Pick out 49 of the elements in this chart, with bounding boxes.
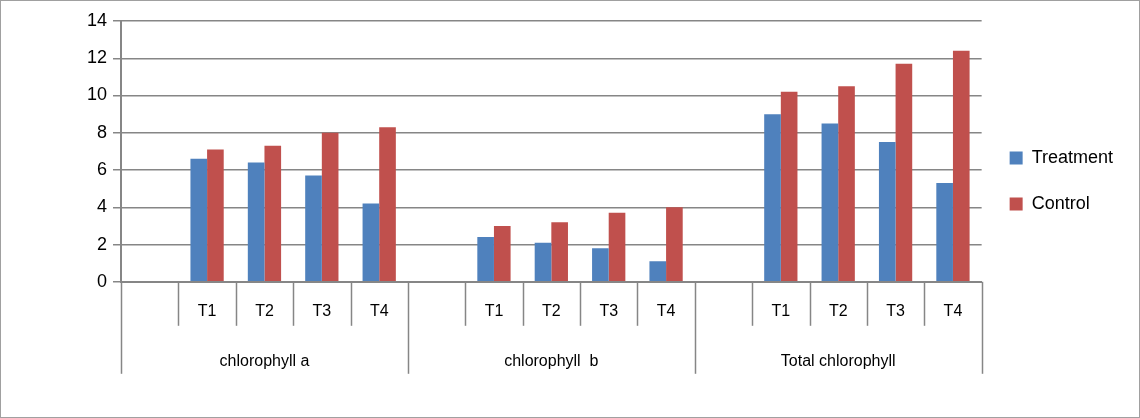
y-tick-label: 8 bbox=[97, 121, 108, 142]
bar bbox=[936, 183, 953, 282]
bar bbox=[592, 248, 609, 282]
bar bbox=[477, 237, 494, 282]
y-tick-label: 0 bbox=[97, 270, 108, 291]
bar bbox=[821, 123, 839, 282]
bar bbox=[666, 207, 683, 282]
y-tick-label: 14 bbox=[86, 9, 108, 30]
x-tick-label: T1 bbox=[771, 301, 791, 319]
x-tick-label: T1 bbox=[197, 301, 217, 319]
x-tick-label: T4 bbox=[943, 301, 963, 319]
text: Total chlorophyll bbox=[780, 352, 896, 370]
x-tick-label: T3 bbox=[312, 301, 332, 319]
bar bbox=[952, 50, 970, 282]
y-tick-label: 6 bbox=[97, 159, 108, 179]
bar bbox=[305, 175, 322, 282]
text: chlorophyll a bbox=[219, 352, 310, 370]
y-tick-label: 10 bbox=[86, 84, 108, 105]
x-tick-label: T3 bbox=[886, 301, 906, 319]
bar bbox=[878, 142, 896, 282]
bar bbox=[649, 261, 667, 282]
legend-label: Treatment bbox=[1031, 146, 1114, 167]
bar bbox=[190, 158, 208, 282]
bar bbox=[551, 222, 568, 282]
y-tick-label: 2 bbox=[97, 233, 108, 254]
bar bbox=[379, 127, 396, 282]
x-tick-label: T2 bbox=[828, 301, 848, 319]
x-tick-label: T2 bbox=[541, 301, 561, 319]
bar bbox=[493, 225, 511, 282]
bar bbox=[608, 212, 626, 282]
legend-label: Control bbox=[1031, 192, 1090, 213]
bar bbox=[780, 91, 798, 282]
bar bbox=[764, 114, 781, 282]
bar bbox=[534, 242, 552, 282]
bar bbox=[838, 86, 855, 282]
x-tick-label: T4 bbox=[369, 301, 389, 319]
bar bbox=[321, 132, 339, 282]
bar bbox=[264, 145, 282, 282]
x-tick-label: T3 bbox=[599, 301, 619, 319]
y-tick-label: 4 bbox=[97, 196, 108, 217]
x-tick-label: T1 bbox=[484, 301, 504, 319]
bar bbox=[362, 203, 380, 282]
bar bbox=[895, 63, 913, 282]
y-tick-label: 12 bbox=[86, 47, 108, 68]
x-tick-label: T4 bbox=[656, 301, 676, 319]
bar bbox=[247, 162, 265, 282]
text: chlorophyll b bbox=[504, 352, 599, 370]
x-tick-label: T2 bbox=[255, 301, 274, 319]
bar bbox=[207, 149, 224, 282]
